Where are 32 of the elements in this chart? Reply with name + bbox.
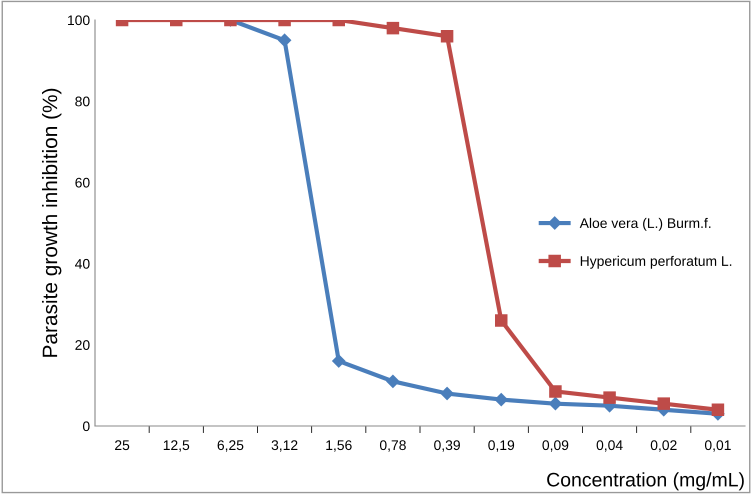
x-tick-label: 0,09	[542, 440, 568, 452]
x-tick-label: 25	[115, 440, 130, 450]
y-axis-title: Parasite growth inhibition (%)	[42, 88, 62, 357]
y-tick-label: 20	[75, 340, 90, 350]
point	[495, 314, 508, 327]
y-tick-label: 0	[82, 421, 90, 432]
x-tick-label: 0,78	[380, 440, 406, 452]
x-tick-label: 6,25	[218, 440, 244, 452]
x-tick-label: 0,01	[704, 440, 731, 452]
point	[658, 397, 670, 410]
point	[603, 391, 616, 404]
point	[548, 397, 562, 410]
x-tick-label: 0,19	[488, 440, 514, 452]
point	[549, 385, 562, 398]
point	[494, 393, 508, 406]
y-tick-label: 100	[68, 15, 90, 26]
legend-label: Aloe vera (L.) Burm.f.	[580, 218, 710, 231]
point	[712, 404, 724, 416]
y-tick-label: 40	[75, 258, 90, 269]
point	[440, 386, 454, 400]
x-axis-title: Concentration (mg/mL)	[547, 472, 744, 490]
y-tick-label: 60	[75, 178, 90, 188]
x-tick-label: 3,12	[272, 440, 298, 452]
x-tick-label: 0,39	[434, 440, 460, 452]
x-tick-label: 1,56	[326, 440, 352, 452]
x-tick-label: 0,04	[596, 440, 623, 452]
legend-label: Hypericum perforatum L.	[580, 256, 732, 269]
point	[386, 374, 400, 388]
x-tick-label: 0,02	[650, 440, 677, 452]
y-tick-label: 80	[75, 96, 90, 106]
x-tick-label: 12,5	[164, 440, 190, 452]
point	[332, 354, 346, 368]
